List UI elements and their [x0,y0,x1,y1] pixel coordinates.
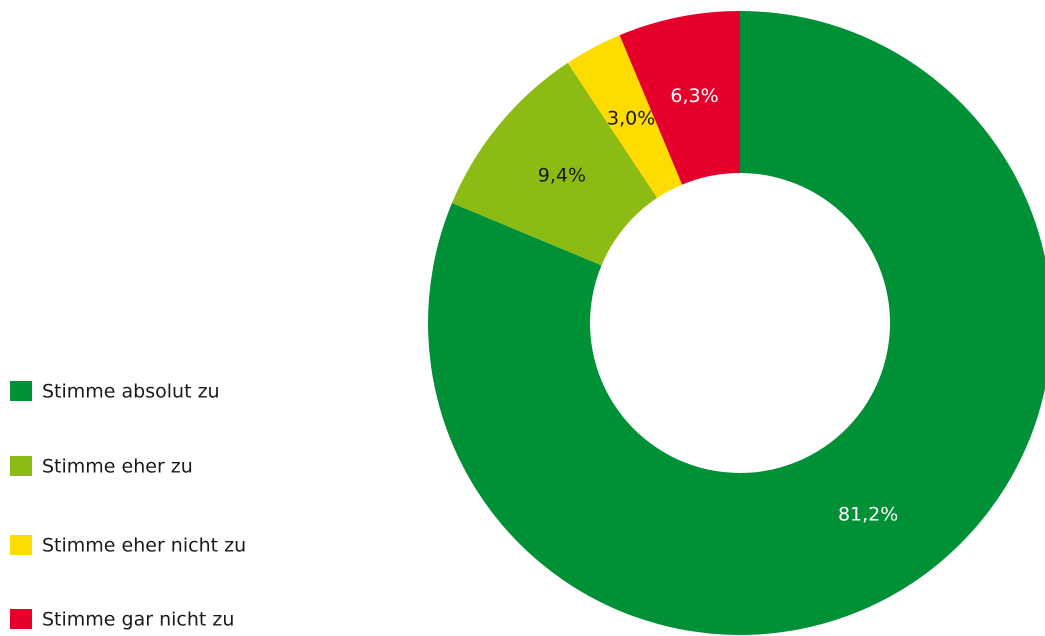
donut-slice [451,62,658,266]
legend-swatch [10,535,32,555]
data-label: 81,2% [838,504,898,526]
legend-label: Stimme gar nicht zu [42,609,234,631]
donut-slice [567,35,683,198]
legend-swatch [10,456,32,476]
data-label: 6,3% [670,85,718,107]
legend-swatch [10,381,32,401]
data-label: 9,4% [538,164,586,186]
legend-label: Stimme absolut zu [42,381,220,403]
legend-label: Stimme eher nicht zu [42,535,246,557]
legend-label: Stimme eher zu [42,456,193,478]
donut-slice [428,11,1045,635]
donut-slice [619,10,740,185]
data-label: 3,0% [607,108,655,130]
legend-swatch [10,609,32,629]
